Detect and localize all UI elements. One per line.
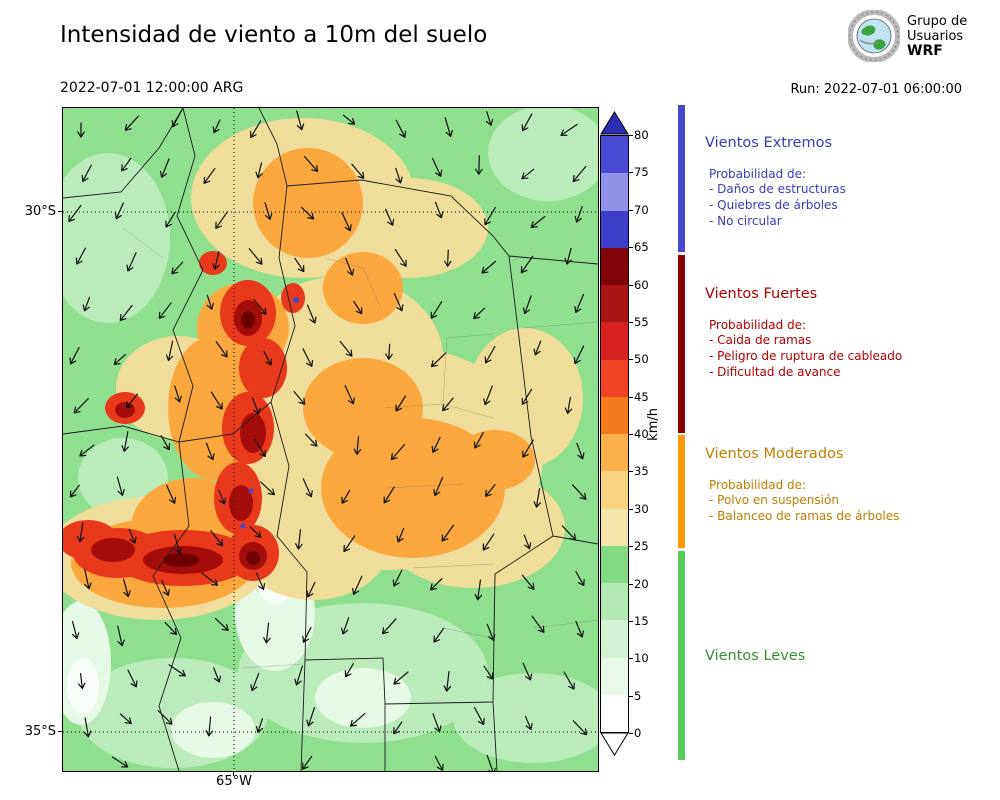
- legend-section-vientos-fuertes: Vientos Fuertes Probabilidad de: - Caida…: [678, 255, 990, 433]
- colorbar: [600, 135, 629, 733]
- run-datetime-label: Run: 2022-07-01 06:00:00: [790, 82, 962, 97]
- logo-line-3: WRF: [907, 42, 943, 59]
- colorbar-tick-label: 50: [629, 352, 660, 366]
- axis-tick-35s: [58, 731, 63, 732]
- legend-section-vientos-moderados: Vientos Moderados Probabilidad de: - Pol…: [678, 435, 990, 548]
- colorbar-tick-label: 10: [629, 651, 660, 665]
- legend-probability-label: Probabilidad de:: [709, 167, 807, 181]
- colorbar-segment: [601, 210, 628, 248]
- colorbar-over-arrow: [600, 111, 629, 135]
- colorbar-segment: [601, 285, 628, 323]
- logo-line-1: Grupo de: [907, 13, 968, 29]
- colorbar-tick-label: 65: [629, 240, 660, 254]
- colorbar-tick-label: 60: [629, 278, 660, 292]
- wind-arrows: [68, 109, 588, 771]
- colorbar-tick-label: 25: [629, 539, 660, 553]
- colorbar-tick-label: 55: [629, 315, 660, 329]
- colorbar-unit-label: km/h: [646, 408, 661, 441]
- legend-title-fuertes: Vientos Fuertes: [705, 286, 818, 302]
- colorbar-segment: [601, 471, 628, 509]
- colorbar-segment: [601, 322, 628, 360]
- logo-text: Grupo de Usuarios WRF: [907, 14, 967, 59]
- graticule-lines: [63, 108, 598, 771]
- lat-label-30s: 30°S: [24, 204, 56, 219]
- wind-map-canvas: [63, 108, 598, 771]
- colorbar-tick-label: 80: [629, 128, 660, 142]
- colorbar-segment: [601, 620, 628, 658]
- colorbar-tick-label: 75: [629, 165, 660, 179]
- legend-title-leves: Vientos Leves: [705, 648, 806, 664]
- legend-probability-label: Probabilidad de:: [709, 318, 807, 332]
- extreme-wind-specks: [240, 297, 299, 529]
- legend-item: - Balanceo de ramas de árboles: [709, 509, 900, 523]
- colorbar-tick-label: 40: [629, 427, 660, 441]
- colorbar-segment: [601, 508, 628, 546]
- logo-line-2: Usuarios: [907, 28, 964, 44]
- colorbar-tick-label: 45: [629, 390, 660, 404]
- colorbar-segment: [601, 583, 628, 621]
- legend-item: - Caida de ramas: [709, 333, 812, 347]
- legend-probability-label: Probabilidad de:: [709, 478, 807, 492]
- legend-item: - Polvo en suspensión: [709, 493, 839, 507]
- legend-item: - No circular: [709, 214, 782, 228]
- legend-bar-fuertes: [678, 255, 685, 433]
- wind-field-contours: [63, 108, 598, 771]
- colorbar-segment: [601, 136, 628, 174]
- colorbar-segment: [601, 247, 628, 285]
- lon-label-65w: 65°W: [216, 774, 252, 789]
- province-boundaries: [63, 108, 598, 771]
- axis-tick-65w: [233, 771, 234, 776]
- colorbar-segment: [601, 694, 628, 732]
- colorbar-segment: [601, 359, 628, 397]
- legend-item: - Peligro de ruptura de cableado: [709, 349, 903, 363]
- colorbar-tick-label: 0: [629, 726, 660, 740]
- legend-item: - Quiebres de árboles: [709, 198, 838, 212]
- legend-item: - Daños de estructuras: [709, 182, 846, 196]
- colorbar-tick-label: 70: [629, 203, 660, 217]
- colorbar-segment: [601, 396, 628, 434]
- legend-item: - Dificultad de avance: [709, 365, 841, 379]
- colorbar-segment: [601, 173, 628, 211]
- valid-datetime-label: 2022-07-01 12:00:00 ARG: [60, 80, 244, 96]
- colorbar-tick-label: 5: [629, 689, 660, 703]
- legend-bar-extremos: [678, 105, 685, 252]
- colorbar-tick-label: 15: [629, 614, 660, 628]
- legend-bar-moderados: [678, 435, 685, 548]
- colorbar-segment: [601, 434, 628, 472]
- wrf-users-group-logo: Grupo de Usuarios WRF: [848, 10, 967, 62]
- lat-label-35s: 35°S: [24, 724, 56, 739]
- legend-bar-leves: [678, 551, 685, 760]
- page-title: Intensidad de viento a 10m del suelo: [60, 22, 488, 48]
- globe-icon: [848, 10, 900, 62]
- legend-section-vientos-extremos: Vientos Extremos Probabilidad de: - Daño…: [678, 105, 990, 252]
- colorbar-tick-label: 35: [629, 464, 660, 478]
- colorbar-segment: [601, 545, 628, 583]
- colorbar-tick-label: 20: [629, 577, 660, 591]
- wind-intensity-map: [62, 107, 599, 772]
- colorbar-segment: [601, 657, 628, 695]
- colorbar-tick-label: 30: [629, 502, 660, 516]
- axis-tick-30s: [58, 211, 63, 212]
- legend-title-extremos: Vientos Extremos: [705, 135, 833, 151]
- colorbar-under-arrow: [600, 732, 629, 756]
- legend-title-moderados: Vientos Moderados: [705, 446, 844, 462]
- colorbar-tick-labels: 80 75 70 65 60 55 50 45 40 35 30 25 20 1…: [629, 128, 660, 740]
- legend-section-vientos-leves: Vientos Leves: [678, 551, 990, 760]
